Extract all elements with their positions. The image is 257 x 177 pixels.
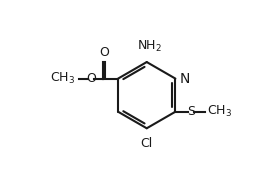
Text: CH$_3$: CH$_3$ (207, 104, 232, 119)
Text: O: O (86, 72, 96, 85)
Text: Cl: Cl (141, 137, 153, 150)
Text: S: S (187, 105, 195, 118)
Text: NH$_2$: NH$_2$ (136, 39, 162, 54)
Text: CH$_3$: CH$_3$ (50, 71, 75, 86)
Text: N: N (179, 72, 190, 86)
Text: O: O (99, 46, 109, 59)
